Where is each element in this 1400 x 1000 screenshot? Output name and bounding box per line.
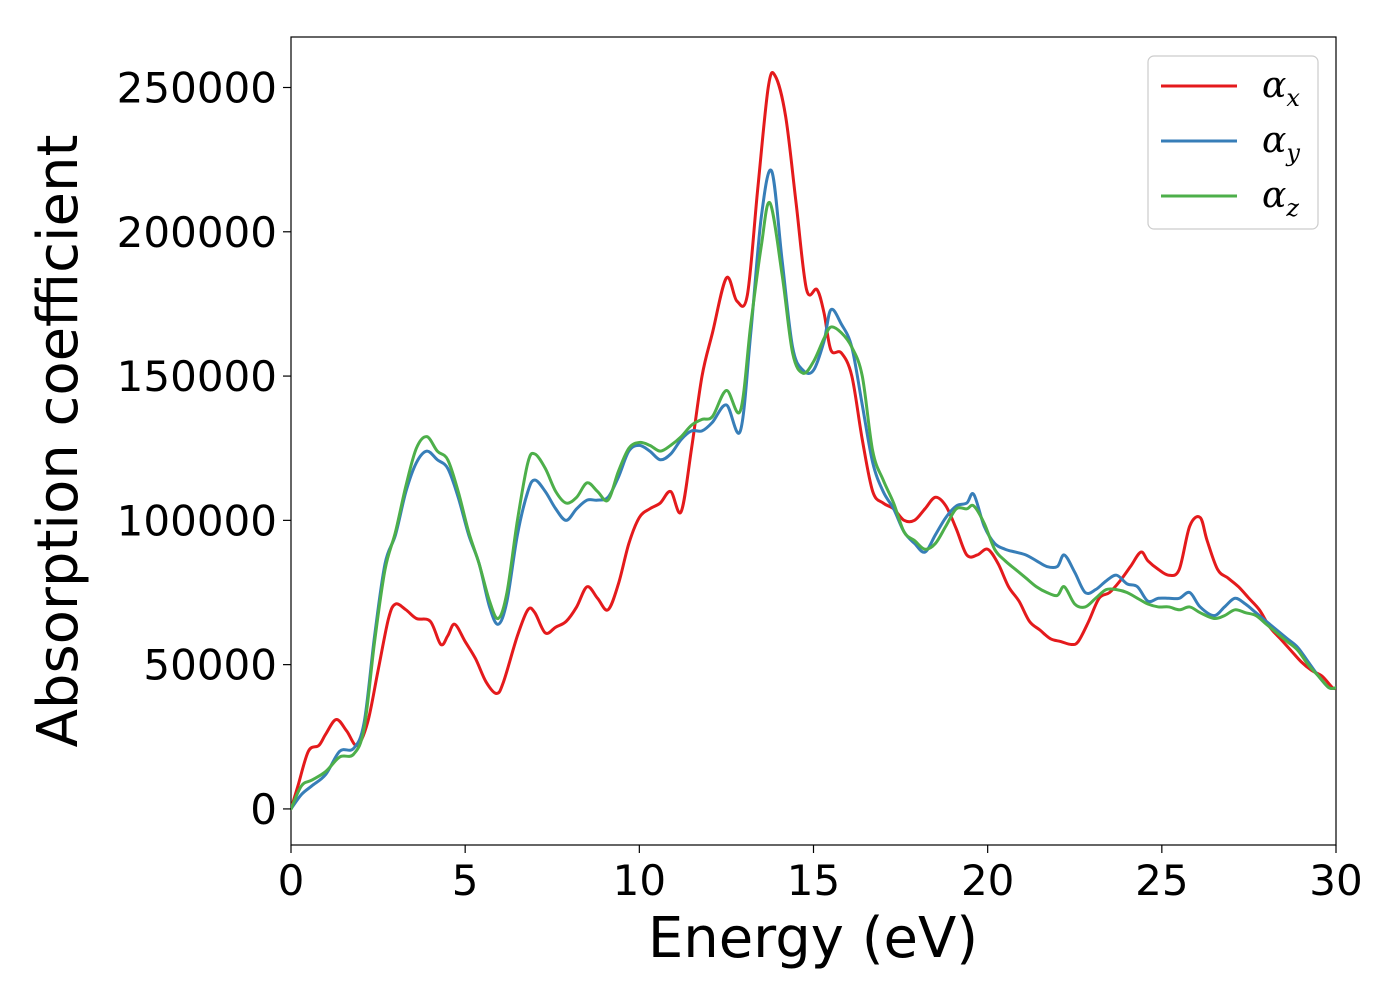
x-tick-label: 0 — [278, 856, 305, 905]
legend-entry-alpha-y: αy — [1161, 120, 1300, 167]
y-ticks: 0 50000 100000 150000 200000 250000 — [117, 64, 291, 834]
y-tick-label: 0 — [250, 785, 277, 834]
series-line-alpha-y — [291, 168, 1336, 811]
x-ticks: 0 5 10 15 20 25 30 — [278, 845, 1363, 905]
y-axis-label: Absorption coefficient — [26, 135, 91, 748]
x-tick-label: 5 — [452, 856, 479, 905]
y-tick-label: 200000 — [117, 208, 277, 257]
y-tick-label: 100000 — [117, 496, 277, 545]
y-tick-label: 50000 — [143, 641, 277, 690]
x-tick-label: 15 — [787, 856, 840, 905]
x-tick-label: 30 — [1309, 856, 1362, 905]
series-line-alpha-x — [291, 71, 1336, 811]
x-tick-label: 10 — [613, 856, 666, 905]
y-tick-label: 250000 — [117, 64, 277, 113]
x-tick-label: 20 — [961, 856, 1014, 905]
x-tick-label: 25 — [1135, 856, 1188, 905]
series-line-alpha-z — [291, 201, 1336, 811]
series-layer — [291, 71, 1336, 811]
x-axis-label: Energy (eV) — [648, 906, 978, 971]
y-tick-label: 150000 — [117, 352, 277, 401]
